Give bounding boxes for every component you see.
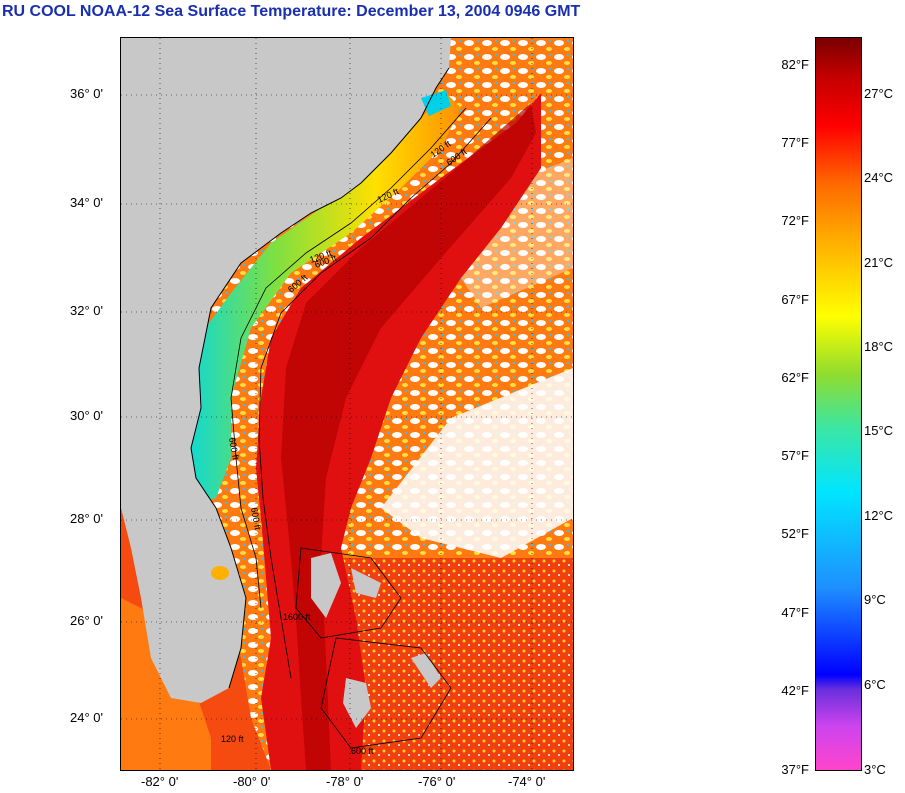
colorbar-c-label: 9°C [864,592,886,607]
contour-label: 600 ft [227,437,241,461]
lat-label: 28° 0' [70,511,103,526]
land-bahamas [311,553,341,618]
colorbar-c-label: 3°C [864,762,886,777]
land-bahamas [351,568,381,598]
isobath-120ft [230,107,467,609]
lat-label: 32° 0' [70,303,103,318]
colorbar-f-label: 77°F [781,135,809,150]
colorbar-f-label: 37°F [781,762,809,777]
isobath-bahamas [295,547,402,639]
colorbar-f-label: 57°F [781,448,809,463]
lon-label: -74° 0' [508,774,546,789]
colorbar-f-label: 42°F [781,683,809,698]
lon-label: -76° 0' [418,774,456,789]
contour-label: 120 ft [221,734,244,744]
colorbar-c-label: 27°C [864,86,894,101]
colorbar-f-label: 52°F [781,526,809,541]
sst-map-image: 120 ft 600 ft 120 ft 600 ft 120 ft 600 f… [121,38,573,770]
sst-map: 120 ft 600 ft 120 ft 600 ft 120 ft 600 f… [120,37,574,771]
lat-label: 36° 0' [70,86,103,101]
lon-label: -82° 0' [141,774,179,789]
lat-label: 30° 0' [70,408,103,423]
land-bahamas [411,653,441,688]
cloud-cover [381,368,573,558]
colorbar-c-label: 21°C [864,255,894,270]
land-bahamas [343,678,371,728]
lat-label: 26° 0' [70,613,103,628]
lat-label: 34° 0' [70,195,103,210]
colorbar-c-label: 18°C [864,339,894,354]
gulf-stream-core [281,103,536,770]
land-mainland [121,38,451,703]
colorbar-c-label: 15°C [864,423,894,438]
graticule [121,38,573,770]
page-title: RU COOL NOAA-12 Sea Surface Temperature:… [2,3,581,20]
isobath-600ft [258,117,492,679]
colorbar-f-label: 82°F [781,57,809,72]
shelf-water [176,93,461,508]
contour-label: 600 ft [351,746,374,756]
colorbar-f-label: 67°F [781,292,809,307]
lake-okeechobee [211,566,229,580]
contour-label: 1600 ft [283,612,311,622]
colorbar-f-label: 62°F [781,370,809,385]
lon-label: -80° 0' [233,774,271,789]
colorbar-c-label: 6°C [864,677,886,692]
lon-label: -78° 0' [326,774,364,789]
colorbar-f-label: 47°F [781,605,809,620]
colorbar-c-label: 24°C [864,170,894,185]
lat-label: 24° 0' [70,710,103,725]
temperature-colorbar [815,37,862,771]
colorbar-c-label: 12°C [864,508,894,523]
isobath-bahamas [320,637,452,749]
colorbar-f-label: 72°F [781,213,809,228]
contour-label: 600 ft [249,507,263,531]
coastline [190,67,450,689]
pamlico-sound [421,90,451,116]
